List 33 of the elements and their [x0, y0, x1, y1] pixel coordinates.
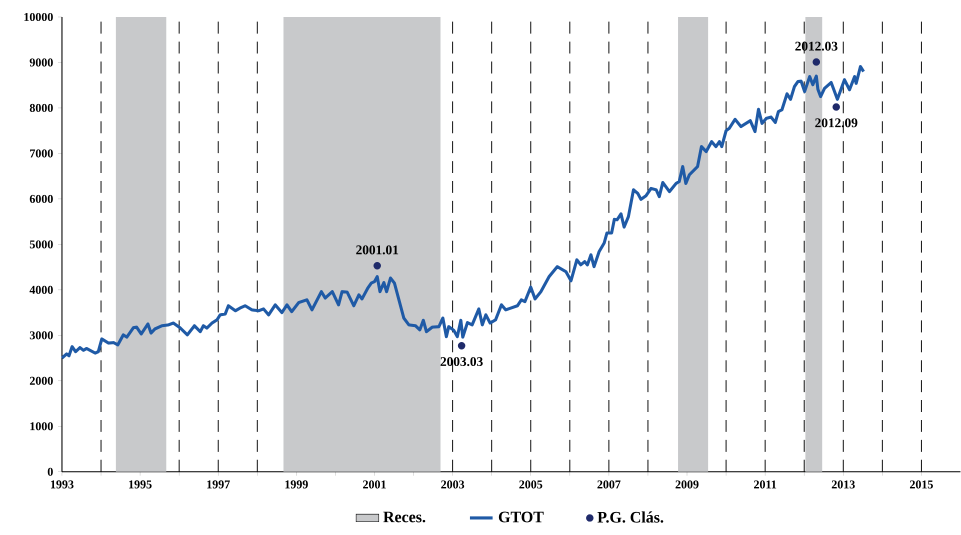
- x-tick-label: 2001: [363, 480, 386, 489]
- x-tick-label: 1993: [50, 480, 74, 489]
- x-tick-label: 2003: [441, 480, 464, 489]
- y-tick-label: 5000: [30, 240, 53, 249]
- x-tick-label: 1999: [285, 480, 308, 489]
- y-tick-label: 6000: [30, 194, 53, 204]
- point: [832, 103, 840, 111]
- x-tick-label: 2005: [519, 480, 542, 489]
- x-tick-label: 2011: [754, 480, 776, 489]
- y-tick-label: 4000: [30, 286, 53, 294]
- x-tick-label: 1997: [207, 480, 230, 489]
- point: [458, 342, 466, 350]
- legend-label: GTOT: [498, 512, 544, 523]
- y-tick-label: 0: [48, 468, 53, 476]
- point: [812, 58, 820, 66]
- y-tick-label: 7000: [30, 150, 53, 158]
- y-tick-label: 9000: [30, 58, 53, 67]
- annotation: 2003.03: [440, 357, 483, 366]
- legend-label: Reces.: [383, 512, 426, 523]
- y-tick-label: 8000: [30, 104, 53, 112]
- legend-label: P.G. Clás.: [598, 512, 664, 523]
- x-tick-label: 2013: [832, 480, 855, 489]
- x-tick-label: 2015: [910, 480, 933, 489]
- x-tick-label: 2009: [676, 480, 699, 489]
- y-tick-label: 2000: [30, 376, 53, 385]
- y-tick-label: 10000: [24, 13, 53, 22]
- x-tick-label: 2007: [597, 480, 621, 489]
- annotation: 2001.01: [356, 246, 398, 255]
- point: [374, 262, 381, 270]
- y-tick-label: 1000: [30, 422, 53, 430]
- y-tick-label: 3000: [30, 331, 53, 340]
- annotation: 2012.09: [815, 118, 858, 128]
- x-tick-label: 1995: [129, 480, 152, 489]
